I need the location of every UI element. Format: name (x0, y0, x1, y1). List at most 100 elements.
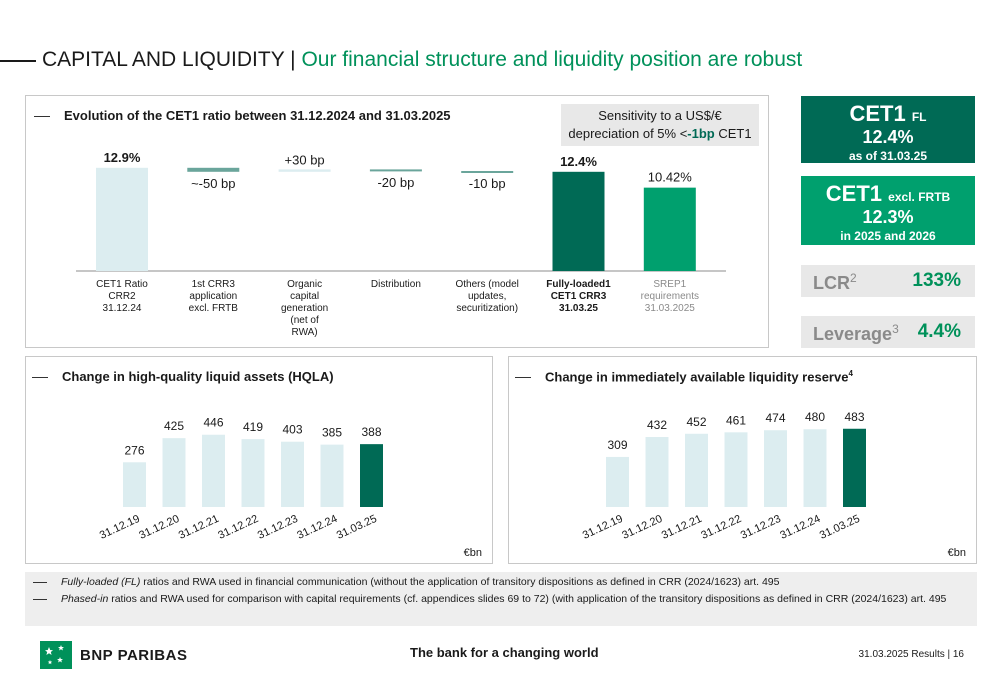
kpi-cet1-frtb-title: CET1 (825, 181, 883, 206)
liquidity-value-label: 483 (844, 410, 864, 424)
liquidity-value-label: 452 (686, 415, 706, 429)
hqla-category-label: 31.12.20 (137, 513, 181, 542)
waterfall-category-label: Others (model updates, securitization) (455, 279, 519, 314)
waterfall-value-label: 12.4% (560, 154, 597, 169)
liquidity-value-label: 461 (726, 413, 746, 427)
liquidity-bar (606, 456, 629, 507)
kpi-cet1-frtb-suffix: excl. FRTB (888, 190, 951, 204)
liquidity-bar (803, 429, 827, 507)
waterfall-bar (187, 167, 240, 172)
kpi-cet1-fl-value: 12.4% (862, 127, 914, 147)
liquidity-value-label: 309 (607, 438, 627, 452)
hqla-unit: €bn (463, 547, 482, 559)
kpi-leverage-label: Leverage (813, 324, 893, 344)
hqla-bar (281, 441, 304, 507)
hqla-panel: Change in high-quality liquid assets (HQ… (25, 356, 493, 564)
hqla-bar (202, 434, 225, 507)
kpi-leverage-label-wrap: Leverage3 (813, 322, 899, 345)
liquidity-panel-title-sup: 4 (848, 369, 853, 378)
hqla-category-label: 31.12.23 (256, 513, 300, 542)
waterfall-bar (461, 171, 514, 173)
kpi-lcr-value: 133% (912, 270, 961, 291)
liquidity-value-label: 432 (647, 418, 667, 432)
hqla-bar (241, 439, 265, 507)
kpi-leverage-value: 4.4% (917, 321, 961, 342)
liquidity-reserve-panel: Change in immediately available liquidit… (508, 356, 977, 564)
waterfall-bar (369, 169, 422, 172)
kpi-cet1-fl: CET1 FL 12.4% as of 31.03.25 (801, 96, 975, 163)
kpi-lcr-label: LCR (813, 273, 850, 293)
liquidity-category-label: 31.12.19 (581, 513, 625, 542)
cet1-panel-title: Evolution of the CET1 ratio between 31.1… (34, 108, 451, 123)
liquidity-bar (843, 428, 866, 507)
hqla-bar (123, 462, 146, 507)
footnote-2-italic: Phased-in (61, 593, 109, 605)
waterfall-value-label: -20 bp (377, 175, 414, 190)
page-title: CAPITAL AND LIQUIDITY | Our financial st… (42, 48, 802, 72)
cet1-evolution-panel: Evolution of the CET1 ratio between 31.1… (25, 95, 769, 348)
liquidity-value-label: 474 (765, 411, 785, 425)
liquidity-bar (645, 437, 669, 507)
kpi-lcr: LCR2 133% (801, 265, 975, 297)
hqla-value-label: 388 (361, 425, 381, 439)
page-title-main: CAPITAL AND LIQUIDITY | (42, 48, 302, 71)
liquidity-bar-chart: 309 31.12.19 432 31.12.20 452 31.12.21 461 31.1… (581, 410, 866, 542)
waterfall-value-label: 12.9% (104, 150, 141, 165)
kpi-leverage: Leverage3 4.4% (801, 316, 975, 348)
kpi-cet1-frtb: CET1 excl. FRTB 12.3% in 2025 and 2026 (801, 176, 975, 245)
stars-logo-icon (40, 641, 72, 669)
hqla-category-label: 31.12.22 (216, 513, 260, 542)
liquidity-category-label: 31.12.23 (739, 513, 783, 542)
footnote-1-italic: Fully-loaded (FL) (61, 576, 141, 588)
hqla-panel-title: Change in high-quality liquid assets (HQ… (32, 369, 334, 384)
cet1-waterfall-chart: 12.9% ~-50 bp +30 bp -20 bp -10 bp 12.4% 10.42… (76, 150, 726, 272)
waterfall-bar (96, 167, 148, 271)
sensitivity-post: CET1 (714, 126, 752, 141)
liquidity-category-label: 31.12.24 (778, 513, 822, 542)
hqla-category-label: 31.12.19 (98, 513, 142, 542)
liquidity-category-label: 31.12.21 (660, 513, 704, 542)
hqla-value-label: 446 (203, 416, 223, 430)
waterfall-category-label: SREP1 requirements 31.03.2025 (640, 279, 699, 314)
waterfall-category-label: CET1 Ratio CRR2 31.12.24 (96, 279, 148, 314)
kpi-cet1-frtb-date: in 2025 and 2026 (840, 229, 936, 243)
sensitivity-line-2: depreciation of 5% <-1bp CET1 (561, 125, 759, 143)
hqla-value-label: 425 (164, 419, 184, 433)
liquidity-unit: €bn (947, 547, 966, 559)
kpi-lcr-sup: 2 (850, 271, 857, 285)
waterfall-bar (643, 187, 696, 271)
liquidity-bar (724, 432, 748, 507)
kpi-cet1-fl-date: as of 31.03.25 (848, 149, 928, 163)
waterfall-category-label: Organic capital generation (net of RWA) (280, 279, 329, 338)
footnote-1-text: ratios and RWA used in financial communi… (140, 576, 780, 588)
sensitivity-line-1: Sensitivity to a US$/€ (598, 108, 722, 123)
waterfall-bar (278, 169, 331, 172)
kpi-leverage-sup: 3 (892, 322, 899, 336)
page-title-sub: Our financial structure and liquidity po… (301, 48, 803, 71)
liquidity-bar (685, 433, 708, 507)
footnotes-box: Fully-loaded (FL) ratios and RWA used in… (25, 572, 977, 626)
hqla-value-label: 276 (124, 443, 144, 457)
sensitivity-box: Sensitivity to a US$/€ depreciation of 5… (561, 104, 759, 146)
waterfall-bar (552, 171, 605, 271)
hqla-value-label: 385 (322, 426, 342, 440)
footnote-fully-loaded: Fully-loaded (FL) ratios and RWA used in… (33, 576, 969, 589)
title-rule (0, 60, 36, 62)
page-footer: 31.03.2025 Results | 16 (858, 649, 964, 660)
liquidity-category-label: 31.03.25 (818, 513, 862, 542)
waterfall-category-label: Distribution (370, 279, 421, 290)
hqla-bar (320, 444, 344, 507)
waterfall-category-label: 1st CRR3 application excl. FRTB (188, 279, 238, 314)
kpi-cet1-fl-title: CET1 (849, 101, 906, 126)
kpi-cet1-frtb-value: 12.3% (862, 207, 914, 227)
waterfall-value-label: 10.42% (648, 170, 693, 185)
hqla-bar-chart: 276 31.12.19 425 31.12.20 446 31.12.21 419 31.1… (98, 416, 383, 542)
hqla-bar (360, 444, 383, 507)
waterfall-value-label: ~-50 bp (191, 176, 235, 191)
brand-name: BNP PARIBAS (80, 647, 188, 664)
tagline: The bank for a changing world (410, 645, 599, 660)
waterfall-category-label: Fully-loaded1 CET1 CRR3 31.03.25 (546, 279, 611, 314)
liquidity-bar (764, 430, 787, 507)
hqla-value-label: 419 (243, 420, 263, 434)
hqla-bar (162, 438, 186, 507)
